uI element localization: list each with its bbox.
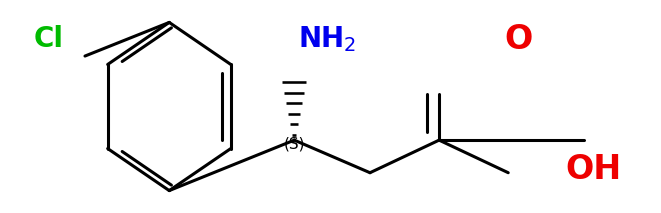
Text: O: O	[504, 23, 532, 56]
Text: OH: OH	[566, 153, 622, 186]
Text: Cl: Cl	[34, 25, 63, 53]
Text: NH$_2$: NH$_2$	[298, 24, 356, 54]
Text: (S): (S)	[284, 137, 305, 152]
